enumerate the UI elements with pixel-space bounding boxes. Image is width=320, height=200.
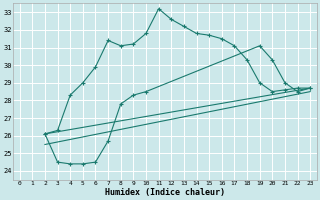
X-axis label: Humidex (Indice chaleur): Humidex (Indice chaleur) bbox=[105, 188, 225, 197]
